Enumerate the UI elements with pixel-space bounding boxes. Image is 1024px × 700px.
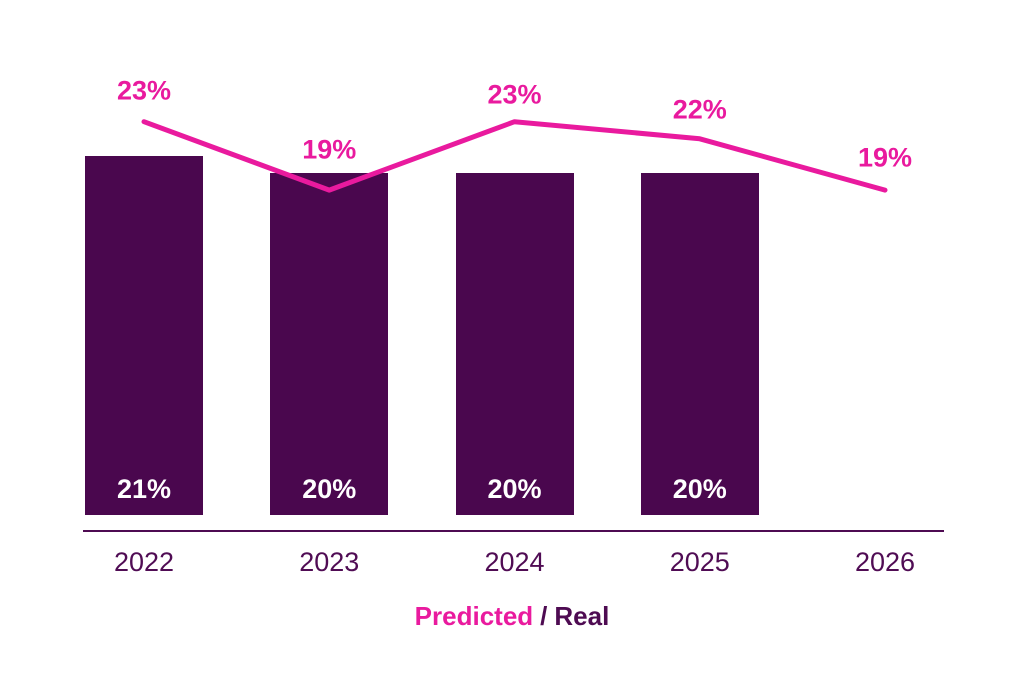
legend-separator: /	[540, 601, 548, 631]
bar-value-label-2024: 20%	[487, 474, 542, 504]
bar-value-label-2025: 20%	[672, 474, 727, 504]
x-axis-label-2026: 2026	[854, 547, 916, 577]
line-point-label-2025: 22%	[672, 94, 727, 125]
line-point-label-2022: 23%	[116, 75, 172, 106]
bar-2023: 20%	[270, 173, 389, 515]
bar-2025: 20%	[640, 173, 759, 515]
x-axis-label-2023: 2023	[299, 547, 360, 577]
x-axis-line	[83, 530, 944, 532]
bar-2024: 20%	[455, 173, 574, 515]
x-axis-label-2022: 2022	[113, 547, 175, 577]
legend: Predicted / Real	[0, 601, 1024, 632]
legend-predicted-label: Predicted	[414, 601, 534, 631]
legend-real-label: Real	[554, 601, 610, 631]
predicted-line	[141, 119, 888, 193]
x-axis-label-2025: 2025	[669, 547, 730, 577]
line-point-label-2026: 19%	[857, 142, 913, 173]
bar-value-label-2022: 21%	[116, 473, 172, 504]
bar-2022: 21%	[85, 155, 203, 515]
x-axis-label-2024: 2024	[484, 547, 545, 577]
line-point-label-2023: 19%	[302, 134, 357, 165]
line-point-label-2024: 23%	[487, 79, 542, 110]
bar-value-label-2023: 20%	[302, 474, 357, 504]
